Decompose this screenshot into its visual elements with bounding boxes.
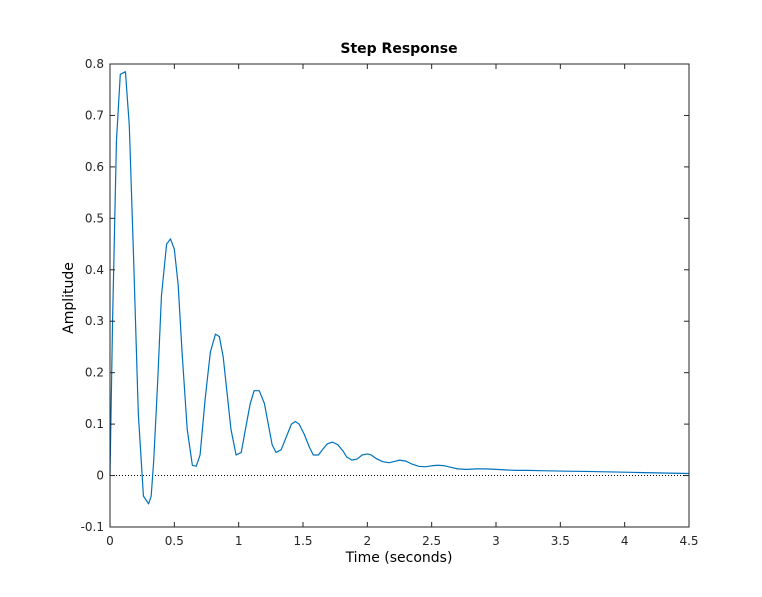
y-tick-label: 0.2 — [85, 366, 104, 380]
y-tick-label: 0.5 — [85, 211, 104, 225]
plot-area — [110, 64, 689, 527]
chart-title: Step Response — [340, 41, 457, 57]
x-tick-label: 4 — [621, 534, 629, 548]
y-tick-label: 0.4 — [85, 263, 104, 277]
y-tick-label: -0.1 — [81, 520, 104, 534]
y-tick-label: 0.8 — [85, 57, 104, 71]
x-tick-label: 2 — [364, 534, 372, 548]
y-tick-label: 0.3 — [85, 314, 104, 328]
axes-layer — [110, 64, 689, 527]
x-tick-label: 3.5 — [551, 534, 570, 548]
x-tick-label: 3 — [492, 534, 500, 548]
y-tick-label: 0.7 — [85, 108, 104, 122]
x-tick-label: 2.5 — [422, 534, 441, 548]
x-tick-label: 0.5 — [165, 534, 184, 548]
y-tick-label: 0 — [96, 469, 104, 483]
series-layer — [109, 71, 690, 505]
x-tick-label: 1 — [235, 534, 243, 548]
series-line-0 — [109, 71, 690, 505]
x-tick-label: 1.5 — [293, 534, 312, 548]
x-tick-label: 0 — [106, 534, 114, 548]
frame-layer — [109, 63, 690, 528]
x-axis-label: Time (seconds) — [345, 550, 453, 566]
x-tick-label: 4.5 — [679, 534, 698, 548]
y-tick-label: 0.1 — [85, 417, 104, 431]
axes-box — [109, 63, 690, 528]
ticks-layer: 0 0.5 1 1.5 2 2.5 3 3.5 4 4.5-0.100.10.20.30.40.5… — [81, 57, 699, 548]
y-tick-label: 0.6 — [85, 160, 104, 174]
y-axis-label: Amplitude — [61, 262, 77, 334]
